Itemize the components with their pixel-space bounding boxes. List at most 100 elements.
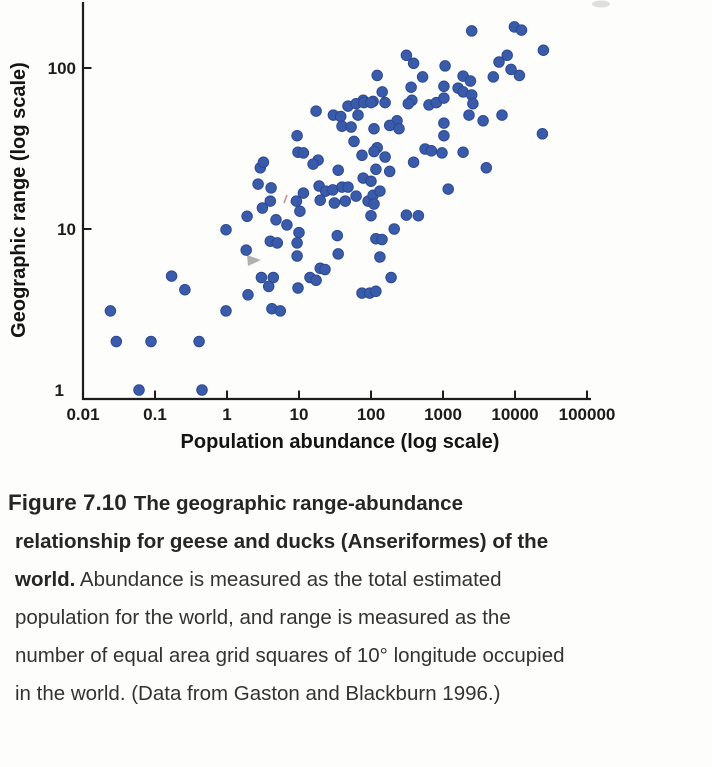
data-point: [537, 44, 550, 56]
data-point: [281, 219, 293, 231]
data-point: [252, 178, 264, 190]
data-point: [291, 237, 303, 249]
data-point: [464, 75, 477, 87]
y-tick-label: 1: [55, 381, 64, 400]
data-point: [356, 149, 368, 162]
data-point: [290, 195, 303, 207]
data-point: [339, 195, 352, 207]
data-point: [165, 270, 178, 282]
data-point: [314, 194, 326, 206]
data-point: [407, 57, 420, 70]
data-point: [365, 175, 377, 187]
caption-line: in the world. (Data from Gaston and Blac…: [8, 674, 688, 712]
data-point: [383, 165, 396, 178]
data-point: [467, 97, 479, 110]
data-point: [256, 202, 269, 214]
data-point: [436, 147, 448, 159]
data-point: [240, 244, 252, 256]
data-point: [307, 158, 319, 170]
data-point: [457, 146, 469, 158]
data-point: [265, 182, 277, 194]
data-point: [412, 209, 425, 222]
x-tick-label: 1: [222, 405, 231, 424]
caption-line: population for the world, and range is m…: [8, 598, 688, 636]
x-tick-label: 100: [357, 405, 385, 424]
data-point: [294, 205, 306, 217]
caption-regular-text: Abundance is measured as the total estim…: [75, 568, 502, 591]
data-point: [477, 115, 489, 127]
data-point: [331, 229, 344, 242]
data-point: [345, 121, 357, 133]
data-point: [438, 92, 450, 104]
data-point: [193, 335, 205, 348]
data-point: [501, 49, 513, 62]
data-point: [365, 209, 377, 222]
data-point: [291, 129, 303, 142]
data-point: [487, 71, 500, 83]
data-point: [493, 56, 505, 68]
x-tick-label: 1000: [424, 405, 462, 424]
figure-number: Figure 7.10: [8, 490, 127, 515]
data-point: [328, 197, 341, 209]
data-point: [465, 25, 478, 37]
caption-bold-text: world.: [15, 568, 76, 591]
data-point: [368, 145, 380, 158]
data-point: [348, 135, 360, 148]
data-point: [496, 109, 508, 121]
data-point: [368, 122, 380, 135]
y-tick-label: 10: [57, 220, 76, 239]
data-point: [376, 86, 388, 98]
data-point: [342, 181, 354, 193]
data-point: [438, 117, 450, 129]
y-axis-title: Geographic range (log scale): [8, 62, 30, 338]
scan-artifact-arrow: [247, 255, 261, 266]
caption-line: Figure 7.10 The geographic range-abundanc…: [8, 484, 688, 522]
data-point: [264, 195, 277, 207]
data-point: [371, 69, 383, 82]
x-tick-label: 10: [290, 405, 309, 424]
data-point: [352, 109, 364, 121]
data-point: [439, 60, 451, 72]
data-point: [267, 271, 280, 284]
data-point: [480, 162, 493, 174]
data-point: [262, 280, 275, 293]
data-point: [370, 285, 382, 298]
scatter-plot: Population abundance (log scale) Geograp…: [8, 0, 616, 453]
caption-line: world. Abundance is measured as the tota…: [8, 560, 688, 598]
data-point: [242, 289, 254, 301]
data-point: [368, 198, 380, 210]
data-point: [196, 384, 208, 396]
data-point: [297, 147, 310, 159]
data-point: [376, 233, 388, 246]
data-point: [379, 151, 391, 163]
data-point: [388, 223, 400, 235]
data-point: [442, 183, 454, 195]
data-point: [310, 105, 322, 117]
data-point: [374, 251, 386, 263]
x-tick-label: 0.1: [143, 405, 167, 424]
data-point: [513, 69, 526, 82]
data-point: [400, 49, 413, 62]
data-point: [291, 250, 303, 262]
data-point: [319, 263, 331, 276]
y-tick-label: 100: [48, 59, 76, 78]
data-point: [407, 156, 420, 168]
caption-bold-text: relationship for geese and ducks (Anseri…: [15, 530, 549, 553]
scan-artifact-smudge: [592, 0, 610, 8]
x-tick-label: 100000: [559, 405, 616, 424]
caption-line: number of equal area grid squares of 10°…: [8, 636, 688, 674]
x-tick-label: 0.01: [66, 405, 99, 424]
data-point: [332, 248, 344, 260]
caption-line: relationship for geese and ducks (Anseri…: [8, 522, 688, 560]
data-point: [110, 335, 123, 348]
data-point: [104, 305, 117, 317]
data-point: [416, 71, 429, 83]
data-point: [536, 128, 549, 140]
data-point: [292, 282, 304, 294]
data-point: [270, 214, 282, 226]
data-point: [310, 274, 322, 287]
data-point: [241, 210, 253, 223]
caption-regular-text: in the world. (Data from Gaston and Blac…: [15, 682, 501, 705]
data-point: [179, 283, 191, 296]
data-point: [145, 335, 157, 348]
